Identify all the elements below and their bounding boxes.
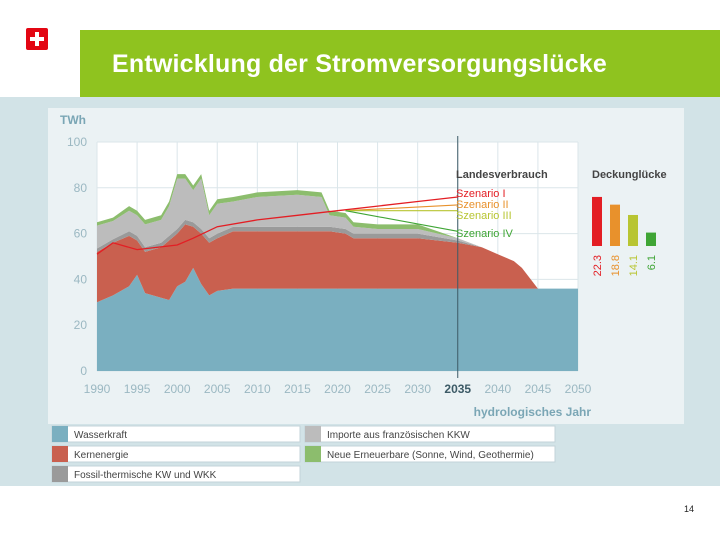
scenario-label-2: Szenario II	[456, 199, 509, 211]
x-tick-label-2020: 2020	[324, 382, 351, 396]
legend-erneuerbare-label: Neue Erneuerbare (Sonne, Wind, Geothermi…	[327, 450, 534, 461]
x-tick-label-2025: 2025	[364, 382, 391, 396]
legend-erneuerbare-swatch	[305, 446, 321, 462]
area-importe	[97, 178, 578, 289]
scenario-line-4	[345, 210, 458, 232]
scenario-label-3: Szenario III	[456, 210, 512, 222]
legend-kernenergie-label: Kernenergie	[74, 450, 129, 461]
y-tick-label-80: 80	[74, 181, 88, 195]
deckungsluecke-title: Deckunglücke	[592, 169, 667, 181]
y-tick-label-60: 60	[74, 227, 88, 241]
legend-importe-swatch	[305, 426, 321, 442]
gap-value-2: 18.8	[610, 255, 622, 276]
area-erneuerbare	[97, 174, 578, 289]
landesverbrauch-title: Landesverbrauch	[456, 169, 548, 181]
y-axis-unit: TWh	[60, 113, 86, 127]
y-tick-label-20: 20	[74, 318, 88, 332]
legend-kernenergie-swatch	[52, 446, 68, 462]
x-tick-label-1995: 1995	[124, 382, 151, 396]
x-tick-label-2040: 2040	[484, 382, 511, 396]
y-tick-label-0: 0	[80, 364, 87, 378]
x-tick-label-2045: 2045	[525, 382, 552, 396]
gap-value-4: 6.1	[646, 255, 658, 270]
x-axis-title: hydrologisches Jahr	[474, 405, 592, 419]
legend-importe-label: Importe aus französischen KKW	[327, 430, 470, 441]
page-number: 14	[683, 504, 694, 514]
gap-value-3: 14.1	[628, 255, 640, 276]
x-tick-label-2015: 2015	[284, 382, 311, 396]
legend-fossil-swatch	[52, 466, 68, 482]
x-tick-label-2030: 2030	[404, 382, 431, 396]
y-tick-label-100: 100	[67, 135, 87, 149]
title-bar: Entwicklung der Stromversorgungslücke	[80, 30, 720, 97]
y-tick-label-40: 40	[74, 272, 88, 286]
x-tick-label-2000: 2000	[164, 382, 191, 396]
scenario-label-4: Szenario IV	[456, 228, 514, 240]
gap-value-1: 22.3	[592, 255, 604, 276]
x-tick-label-1990: 1990	[84, 382, 111, 396]
scenario-line-2	[345, 204, 458, 212]
legend-wasserkraft-swatch	[52, 426, 68, 442]
legend-fossil-label: Fossil-thermische KW und WKK	[74, 470, 217, 481]
gap-bar-1	[592, 196, 602, 246]
x-tick-label-2005: 2005	[204, 382, 231, 396]
landesverbrauch-line	[96, 196, 458, 255]
swiss-cross-logo	[26, 28, 48, 50]
slide-title: Entwicklung der Stromversorgungslücke	[112, 50, 608, 78]
area-fossil	[97, 219, 578, 289]
gap-bar-2	[610, 204, 620, 246]
x-tick-label-2010: 2010	[244, 382, 271, 396]
gap-bar-3	[628, 214, 638, 246]
x-tick-label-2035: 2035	[444, 382, 471, 396]
scenario-label-1: Szenario I	[456, 188, 506, 200]
x-tick-label-2050: 2050	[565, 382, 592, 396]
legend-wasserkraft-label: Wasserkraft	[74, 430, 127, 441]
gap-bar-4	[646, 232, 656, 246]
